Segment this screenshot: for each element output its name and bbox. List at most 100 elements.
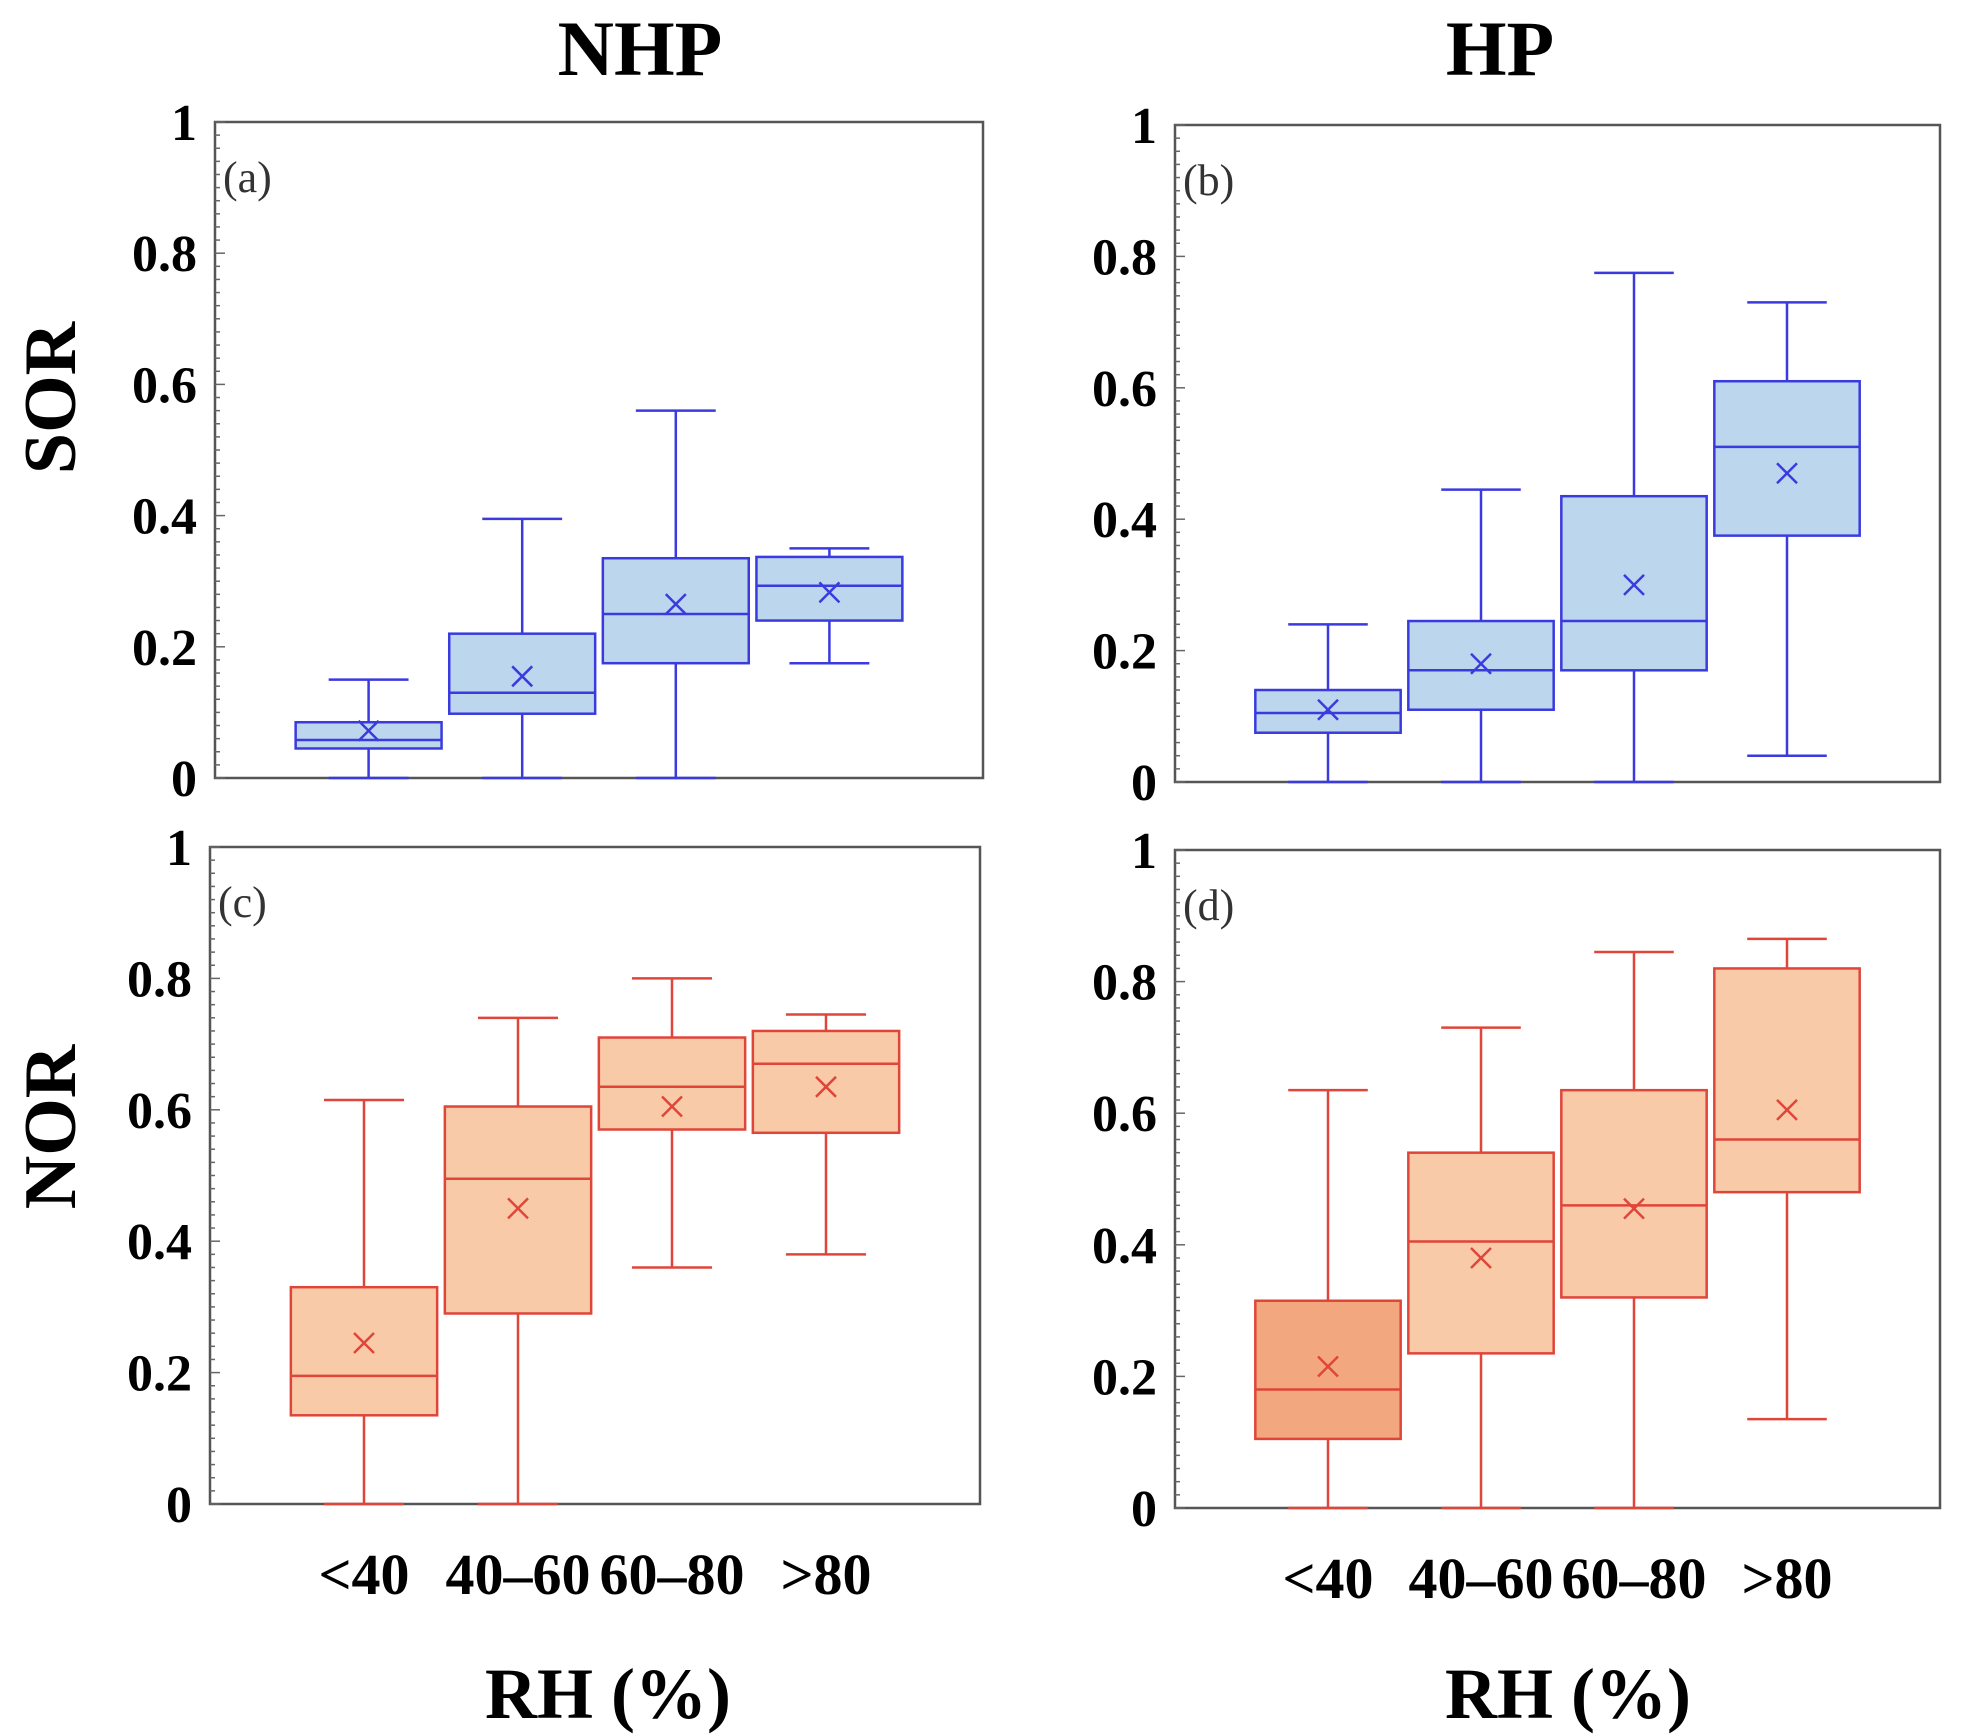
box-2 (1407, 488, 1555, 784)
box-2 (443, 1016, 593, 1506)
iqr-box (1713, 967, 1861, 1194)
mean-marker-stroke (815, 1075, 837, 1098)
mean-marker (664, 593, 687, 616)
box-3 (1560, 271, 1708, 784)
mean-marker-stroke (1317, 698, 1339, 721)
mean-marker-stroke (357, 719, 380, 742)
y-tick-label: 1 (1131, 823, 1157, 880)
box-2 (447, 517, 597, 780)
y-tick-label: 1 (171, 95, 197, 152)
iqr-box (294, 720, 443, 750)
mean-marker-stroke (1776, 1099, 1798, 1121)
box-1 (294, 678, 443, 780)
mean-marker-stroke (511, 665, 534, 688)
mean-marker (1470, 1247, 1492, 1269)
y-tick-label: 0.4 (1092, 492, 1157, 549)
y-tick-label: 0.8 (132, 226, 197, 283)
mean-marker-stroke (1623, 1197, 1645, 1220)
mean-marker (507, 1197, 529, 1220)
y-tick-label: 0.4 (132, 489, 197, 546)
panel-c: 0 0.2 0.4 0.6 0.8 1 (c) <40 40–60 60–80 >80 (127, 820, 982, 1607)
mean-marker (511, 665, 534, 688)
box-1 (1254, 623, 1402, 784)
iqr-box (601, 556, 751, 665)
y-tick-label: 0 (166, 1477, 192, 1534)
y-tick-label: 0.6 (1092, 361, 1157, 418)
iqr-box (1407, 1151, 1555, 1355)
y-tick-label: 0 (1131, 755, 1157, 812)
iqr-box (1713, 379, 1861, 537)
x-category-label: <40 (1282, 1546, 1373, 1611)
x-category-label: 60–80 (1562, 1546, 1707, 1611)
y-tick-label: 0.2 (127, 1346, 192, 1403)
iqr-box (447, 632, 597, 715)
x-category-label: 40–60 (1409, 1546, 1554, 1611)
box-3 (1560, 950, 1708, 1510)
iqr-box (1254, 1299, 1402, 1441)
mean-marker (815, 1075, 837, 1098)
y-tick-label: 0 (171, 751, 197, 808)
mean-marker-stroke (1470, 1247, 1492, 1269)
iqr-box (751, 1029, 901, 1135)
iqr-box (1560, 1088, 1708, 1299)
mean-marker-stroke (818, 581, 841, 604)
mean-marker-stroke (507, 1197, 529, 1220)
x-category-label: 40–60 (446, 1542, 591, 1607)
y-tick-label: 1 (1131, 98, 1157, 155)
y-tick-label: 0.8 (127, 951, 192, 1008)
mean-marker-stroke (1623, 574, 1645, 596)
y-tick-label: 0.6 (127, 1083, 192, 1140)
column-title-nhp: NHP (558, 5, 723, 92)
box-1 (1254, 1088, 1402, 1510)
box-4 (1713, 937, 1861, 1421)
panel-a: 0 0.2 0.4 0.6 0.8 1 (a) (132, 95, 985, 808)
y-tick-label: 1 (166, 820, 192, 877)
box-3 (597, 977, 747, 1269)
x-category-label: >80 (1741, 1546, 1832, 1611)
y-tick-label: 0.8 (1092, 229, 1157, 286)
mean-marker (1776, 1099, 1798, 1121)
panel-label: (b) (1183, 156, 1234, 205)
panel-b: 0 0.2 0.4 0.6 0.8 1 (b) (1092, 98, 1942, 812)
y-tick-label: 0.4 (127, 1214, 192, 1271)
box-1 (289, 1098, 439, 1506)
mean-marker-stroke (664, 593, 687, 616)
iqr-box (289, 1285, 439, 1417)
panel-label: (d) (1183, 881, 1234, 930)
box-2 (1407, 1026, 1555, 1510)
y-tick-label: 0 (1131, 1481, 1157, 1538)
column-title-hp: HP (1446, 5, 1554, 92)
box-4 (755, 547, 904, 665)
mean-marker-stroke (661, 1095, 683, 1118)
y-tick-label: 0.4 (1092, 1218, 1157, 1275)
mean-marker-stroke (1776, 462, 1798, 485)
box-4 (1713, 301, 1861, 757)
mean-marker-stroke (353, 1332, 375, 1354)
y-tick-label: 0.6 (132, 357, 197, 414)
x-category-label: >80 (780, 1542, 871, 1607)
x-category-label: <40 (318, 1542, 409, 1607)
y-tick-label: 0.2 (1092, 1349, 1157, 1406)
y-tick-label: 0.6 (1092, 1086, 1157, 1143)
row-label-nor: NOR (10, 1043, 92, 1209)
mean-marker (1317, 1355, 1339, 1378)
y-tick-label: 0.8 (1092, 955, 1157, 1012)
box-4 (751, 1013, 901, 1256)
panel-d: 0 0.2 0.4 0.6 0.8 1 (d) <40 40–60 60–80 >80 (1092, 823, 1942, 1611)
mean-marker (1776, 462, 1798, 485)
iqr-box (755, 555, 904, 622)
box-3 (601, 409, 751, 780)
iqr-box (1254, 688, 1402, 734)
y-tick-label: 0.2 (1092, 624, 1157, 681)
mean-marker (357, 719, 380, 742)
x-axis-title-right: RH (%) (1445, 1654, 1691, 1734)
x-category-label: 60–80 (600, 1542, 745, 1607)
mean-marker (1470, 652, 1492, 675)
mean-marker (353, 1332, 375, 1354)
mean-marker-stroke (1317, 1355, 1339, 1378)
mean-marker-stroke (1470, 652, 1492, 675)
panel-label: (a) (223, 153, 272, 202)
row-label-sor: SOR (10, 320, 92, 474)
x-axis-title-left: RH (%) (485, 1654, 731, 1734)
